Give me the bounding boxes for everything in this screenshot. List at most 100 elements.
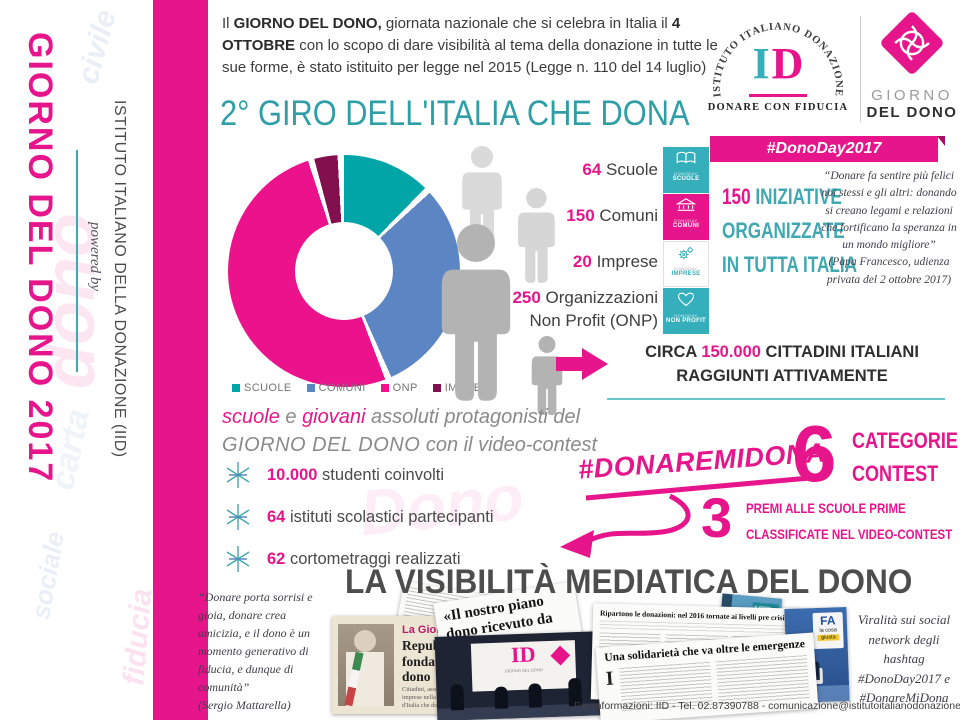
protag-text: e: [279, 406, 303, 428]
giorno-del-dono-logo: GIORNO DEL DONO: [866, 6, 958, 134]
highlight-scuole: scuole: [222, 406, 280, 428]
badge-scuole: DONODAY SCUOLE: [663, 147, 709, 193]
bullet-studenti: 10.000 studenti coinvolti: [225, 462, 444, 488]
book-icon: [676, 151, 696, 164]
quote-attribution: (Sergio Mattarella): [198, 698, 291, 712]
contest-premi-line1: PREMI ALLE SCUOLE PRIME: [746, 500, 906, 516]
bullet-number: 10.000: [267, 465, 318, 484]
intro-bold: GIORNO DEL DONO,: [233, 15, 382, 32]
stage-diamond-icon: [550, 645, 571, 666]
iid-logo: ISTITUTO ITALIANO DONAZIONE ID DONARE CO…: [703, 6, 853, 134]
badge-brand: DONODAY: [674, 266, 698, 271]
stage-person: [528, 683, 543, 708]
intro-paragraph: Il GIORNO DEL DONO, giornata nazionale c…: [222, 13, 727, 79]
swash-arrow-icon: [560, 475, 811, 558]
contest-premi-line2: CLASSIFICATE NEL VIDEO-CONTEST: [746, 526, 953, 542]
viralita-note: Viralità sui social network degli hashta…: [857, 612, 951, 705]
intro-bold: 4 OTTOBRE: [222, 15, 681, 55]
reach-text: CITTADINI ITALIANI: [760, 343, 919, 361]
monogram-i: I: [752, 39, 770, 88]
watermark-word: civile: [71, 6, 123, 88]
iid-monogram: ID: [703, 42, 853, 86]
gdd-word-giorno: GIORNO: [871, 87, 953, 104]
intro-text: Il: [222, 15, 234, 32]
bullet-istituti: 64 istituti scolastici partecipanti: [225, 504, 494, 530]
stat-label-line2: Non Profit (ONP): [529, 310, 658, 330]
badge-brand: DONODAY: [674, 218, 698, 223]
heart-icon: [677, 292, 695, 307]
iniziative-callout: 150 INIZIATIVE ORGANIZZATE IN TUTTA ITAL…: [722, 180, 857, 282]
legend-swatch: [432, 384, 441, 392]
organization-name-vertical: ISTITUTO ITALIANO DELLA DONAZIONE (IID): [111, 100, 128, 458]
protag-text: assoluti protagonisti del: [365, 406, 581, 428]
stage-person: [450, 683, 465, 711]
stat-imprese: 20 Imprese: [480, 252, 658, 272]
legend-label: COMUNI: [318, 382, 366, 394]
asterisk-icon: [226, 462, 250, 488]
quote-papa-francesco: “Donare fa sentire più felici noi stessi…: [820, 168, 958, 289]
stage-logo-caption: GIORNO DEL DONO: [504, 667, 543, 674]
gdd-word-del-dono: DEL DONO: [866, 104, 958, 121]
contest-number-6: 6: [792, 409, 837, 498]
stat-value: 250: [512, 288, 541, 307]
badge-brand: DONODAY: [674, 171, 698, 176]
monogram-d: D: [771, 39, 804, 88]
legend-swatch: [232, 384, 240, 392]
protag-caps: GIORNO DEL DONO: [222, 433, 421, 456]
knot-diamond-icon: [881, 12, 943, 74]
badge-name: SCUOLE: [672, 176, 700, 182]
bullet-number: 64: [267, 507, 286, 526]
iniziative-line2: ORGANIZZATE: [722, 218, 845, 243]
tv-logo-fa: FA: [819, 613, 836, 628]
bullet-text: studenti coinvolti: [317, 465, 445, 484]
gears-icon: [678, 247, 694, 260]
quote-mattarella: “Donare porta sorrisi e gioia, donare cr…: [198, 588, 330, 714]
quote-text: “Donare fa sentire più felici noi stessi…: [821, 170, 957, 251]
badge-brand: DONODAY: [674, 313, 698, 318]
legend-item: SCUOLE: [232, 382, 292, 394]
protagonisti-subtitle: scuole e giovani assoluti protagonisti d…: [222, 404, 597, 459]
highlight-giovani: giovani: [302, 406, 366, 428]
reach-callout: CIRCA 150.000 CITTADINI ITALIANI RAGGIUN…: [612, 341, 952, 389]
tv-logo-line3: giusta: [817, 634, 840, 642]
event-title-vertical: GIORNO DEL DONO 2017: [21, 32, 59, 484]
badge-imprese: DONODAY IMPRESE: [663, 241, 709, 287]
legend-swatch: [380, 384, 389, 392]
badge-name: NON PROFIT: [666, 318, 706, 324]
stat-onp: 250 Organizzazioni Non Profit (ONP): [480, 287, 658, 333]
intro-text: con lo scopo di dare visibilità al tema …: [222, 37, 718, 77]
badge-nonprofit: DONODAY NON PROFIT: [663, 288, 709, 334]
logo-separator: [860, 16, 861, 122]
donoday-ribbon: #DonoDay2017: [710, 136, 938, 162]
photo-figure-head: [354, 630, 376, 652]
stat-value: 20: [572, 252, 592, 271]
donoday-badges: DONODAY SCUOLE DONODAY COMUNI DONODAY IM…: [663, 147, 709, 335]
tv-logo-line2: la cosa: [819, 627, 837, 635]
newsprint-lines: [715, 654, 810, 706]
reach-line2: RAGGIUNTI ATTIVAMENTE: [676, 366, 888, 385]
quote-attribution: (Papa Francesco, udienza privata del 2 o…: [826, 256, 952, 286]
stat-comuni: 150 Comuni: [480, 206, 658, 226]
iniziative-number: 150: [722, 184, 751, 209]
legend-item: ONP: [380, 382, 418, 394]
stat-label: Imprese: [596, 252, 658, 271]
badge-comuni: DONODAY COMUNI: [663, 194, 709, 240]
stat-value: 64: [582, 160, 602, 179]
page-title: 2° GIRO DELL'ITALIA CHE DONA: [220, 94, 690, 133]
quote-text: “Donare porta sorrisi e gioia, donare cr…: [198, 590, 313, 694]
iid-underline: [749, 94, 807, 97]
iid-tagline: DONARE CON FIDUCIA: [707, 102, 849, 113]
iid-arc-text: ISTITUTO ITALIANO DONAZIONE: [712, 22, 843, 98]
watermark-word: sociale: [25, 529, 71, 622]
sidebar-accent-bar: [153, 0, 208, 720]
clipping-photo: [338, 624, 394, 707]
bullet-number: 62: [267, 549, 286, 568]
stat-value: 150: [566, 206, 595, 225]
reach-number: 150.000: [701, 343, 761, 361]
asterisk-icon: [226, 546, 250, 572]
stat-label: Comuni: [599, 206, 658, 225]
stage-id-logo: ID: [510, 641, 536, 668]
intro-text: giornata nazionale che si celebra in Ita…: [381, 15, 672, 32]
media-section-heading: LA VISIBILITÀ MEDIATICA DEL DONO: [345, 563, 913, 601]
